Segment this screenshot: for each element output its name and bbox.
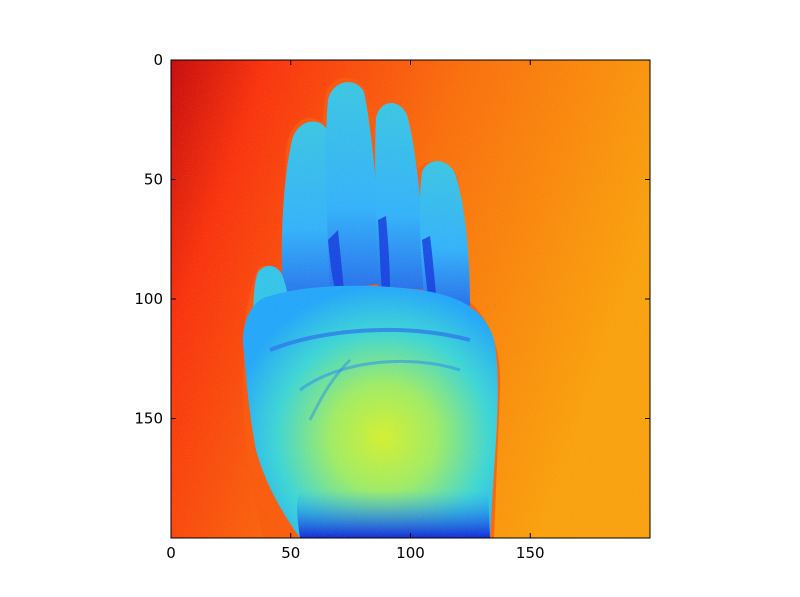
y-tick-label: 0 — [153, 51, 163, 69]
y-tick-label: 50 — [144, 171, 163, 189]
y-tick-label: 100 — [134, 290, 163, 308]
x-tick-label: 100 — [396, 544, 425, 562]
x-tick-label: 150 — [516, 544, 545, 562]
x-tick-label: 0 — [166, 544, 176, 562]
image-noise — [171, 60, 650, 538]
y-tick-label: 150 — [134, 410, 163, 428]
x-tick-label: 50 — [281, 544, 300, 562]
x-axis: 0 50 100 150 — [166, 60, 545, 562]
y-axis: 0 50 100 150 — [134, 51, 650, 428]
thermal-image — [171, 60, 650, 538]
